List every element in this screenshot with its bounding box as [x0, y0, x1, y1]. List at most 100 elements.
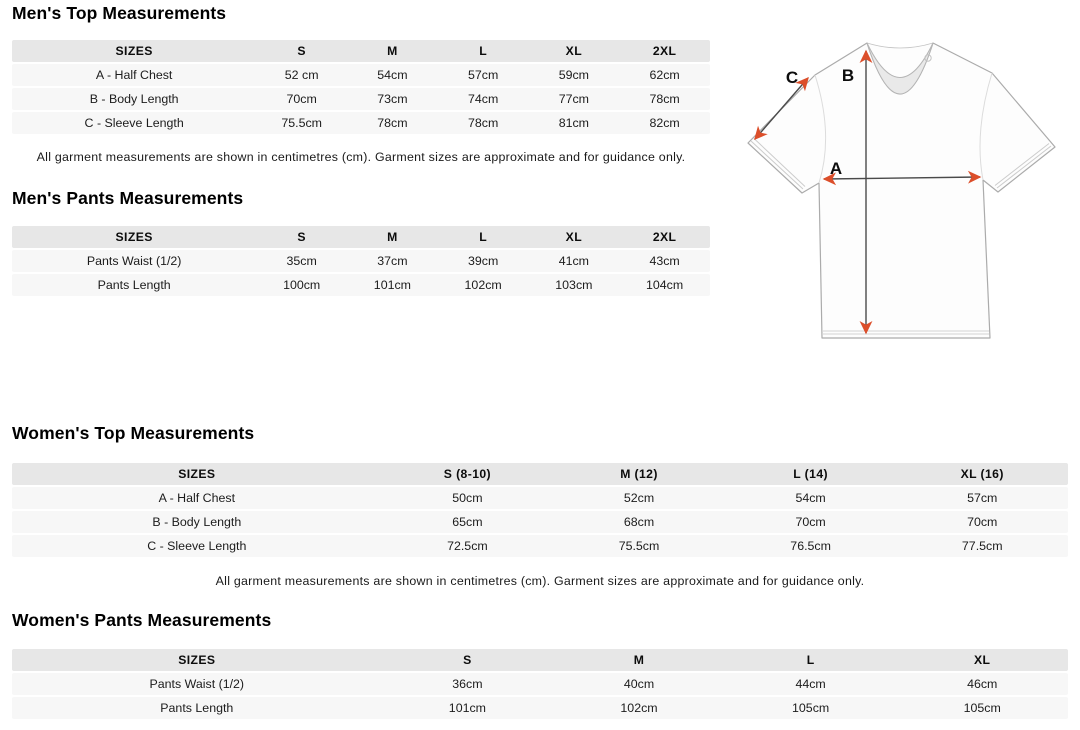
table-cell: 70cm — [286, 92, 317, 106]
table-cell: 77.5cm — [961, 539, 1003, 553]
table-row: C - Sleeve Length 72.5cm 75.5cm 76.5cm 77.5c… — [12, 535, 1068, 557]
mens-pants-title: Men's Pants Measurements — [12, 188, 244, 208]
hem-stitching — [823, 330, 989, 335]
table-cell: 65cm — [452, 515, 483, 529]
column-header: M — [633, 653, 645, 667]
table-cell: C - Sleeve Length — [147, 539, 247, 553]
table-cell: 105cm — [792, 701, 830, 715]
table-cell: C - Sleeve Length — [84, 116, 184, 130]
table-cell: 78cm — [377, 116, 408, 130]
column-header: S — [463, 653, 472, 667]
column-header: S — [297, 44, 306, 58]
table-cell: Pants Length — [160, 701, 234, 715]
column-header: L — [479, 44, 488, 58]
table-cell: 76.5cm — [790, 539, 831, 553]
collar-band — [866, 42, 934, 95]
table-cell: 41cm — [558, 254, 590, 268]
table-cell: 44cm — [795, 677, 826, 691]
column-header: 2XL — [652, 44, 677, 58]
table-row: Pants Length 101cm 102cm 105cm 105cm — [12, 697, 1068, 719]
right-cuff-stitching — [994, 143, 1052, 189]
table-cell: Pants Length — [97, 278, 171, 292]
half-chest-arrow — [822, 170, 982, 186]
mens-measurement-note: All garment measurements are shown in ce… — [36, 150, 686, 164]
table-cell: 100cm — [283, 278, 321, 292]
collar-tag-icon — [924, 54, 932, 62]
table-cell: 78cm — [467, 116, 499, 130]
table-header-row: SIZES S M L XL 2XL — [12, 226, 710, 248]
table-header-row: SIZES S M L XL 2XL — [12, 40, 710, 62]
table-cell: 46cm — [967, 677, 998, 691]
table-cell: 81cm — [558, 116, 590, 130]
table-cell: 68cm — [623, 515, 655, 529]
table-cell: 78cm — [649, 92, 680, 106]
sleeve-length-arrow — [754, 76, 809, 141]
table-cell: 73cm — [377, 92, 408, 106]
tshirt-measurement-diagram: A B C — [747, 42, 1056, 339]
table-row: A - Half Chest 52 cm 54cm 57cm 59cm 62cm — [12, 64, 710, 86]
table-cell: 54cm — [377, 68, 408, 82]
table-cell: 101cm — [373, 278, 411, 292]
table-cell: 70cm — [967, 515, 998, 529]
womens-top-table: SIZES S (8-10) M (12) L (14) XL (16) A - Half… — [12, 463, 1068, 559]
table-cell: Pants Waist (1/2) — [86, 254, 182, 268]
table-cell: 103cm — [555, 278, 593, 292]
table-cell: 36cm — [452, 677, 483, 691]
womens-measurement-note: All garment measurements are shown in ce… — [215, 574, 865, 588]
column-header: XL — [565, 44, 583, 58]
left-cuff-stitching — [750, 138, 806, 190]
label-body-length: B — [842, 66, 854, 85]
table-cell: 62cm — [649, 68, 680, 82]
womens-top-title: Women's Top Measurements — [12, 423, 255, 443]
column-header: XL — [565, 230, 583, 244]
table-row: B - Body Length 65cm 68cm 70cm 70cm — [12, 511, 1068, 533]
table-cell: 50cm — [452, 491, 483, 505]
table-cell: 75.5cm — [618, 539, 660, 553]
table-cell: 43cm — [649, 254, 680, 268]
table-header-row: SIZES S M L XL — [12, 649, 1068, 671]
table-cell: 102cm — [620, 701, 658, 715]
column-header: XL (16) — [960, 467, 1004, 481]
table-header-row: SIZES S (8-10) M (12) L (14) XL (16) — [12, 463, 1068, 485]
column-header: SIZES — [115, 44, 153, 58]
table-cell: 72.5cm — [447, 539, 488, 553]
table-cell: 54cm — [795, 491, 826, 505]
column-header: M (12) — [620, 467, 658, 481]
table-row: B - Body Length 70cm 73cm 74cm 77cm 78cm — [12, 88, 710, 110]
table-row: Pants Waist (1/2) 36cm 40cm 44cm 46cm — [12, 673, 1068, 695]
table-row: C - Sleeve Length 75.5cm 78cm 78cm 81cm 82cm — [12, 112, 710, 134]
mens-pants-table: SIZES S M L XL 2XL Pants Waist (1/2) 35cm 37cm 39… — [12, 226, 710, 298]
column-header: SIZES — [178, 653, 216, 667]
column-header: SIZES — [178, 467, 216, 481]
table-cell: A - Half Chest — [158, 491, 236, 505]
column-header: XL — [974, 653, 991, 667]
label-half-chest: A — [830, 159, 842, 178]
column-header: M — [387, 44, 398, 58]
table-cell: 74cm — [467, 92, 499, 106]
label-sleeve-length: C — [786, 68, 798, 87]
column-header: L (14) — [793, 467, 828, 481]
womens-pants-table: SIZES S M L XL Pants Waist (1/2) 36cm 40cm 44cm 4… — [12, 649, 1068, 721]
table-cell: B - Body Length — [152, 515, 242, 529]
column-header: S — [297, 230, 306, 244]
column-header: SIZES — [115, 230, 153, 244]
table-cell: 52 cm — [284, 68, 319, 82]
womens-pants-title: Women's Pants Measurements — [12, 610, 272, 630]
table-cell: 102cm — [464, 278, 502, 292]
table-cell: 40cm — [623, 677, 655, 691]
table-cell: 104cm — [646, 278, 684, 292]
table-cell: 77cm — [558, 92, 590, 106]
column-header: L — [806, 653, 815, 667]
table-cell: 82cm — [649, 116, 680, 130]
column-header: L — [479, 230, 488, 244]
column-header: 2XL — [652, 230, 677, 244]
right-sleeve-seam — [979, 72, 993, 181]
table-cell: 70cm — [795, 515, 826, 529]
table-row: A - Half Chest 50cm 52cm 54cm 57cm — [12, 487, 1068, 509]
table-cell: B - Body Length — [89, 92, 179, 106]
table-cell: 57cm — [467, 68, 499, 82]
table-row: Pants Length 100cm 101cm 102cm 103cm 104cm — [12, 274, 710, 296]
table-cell: A - Half Chest — [95, 68, 173, 82]
table-cell: 105cm — [963, 701, 1001, 715]
